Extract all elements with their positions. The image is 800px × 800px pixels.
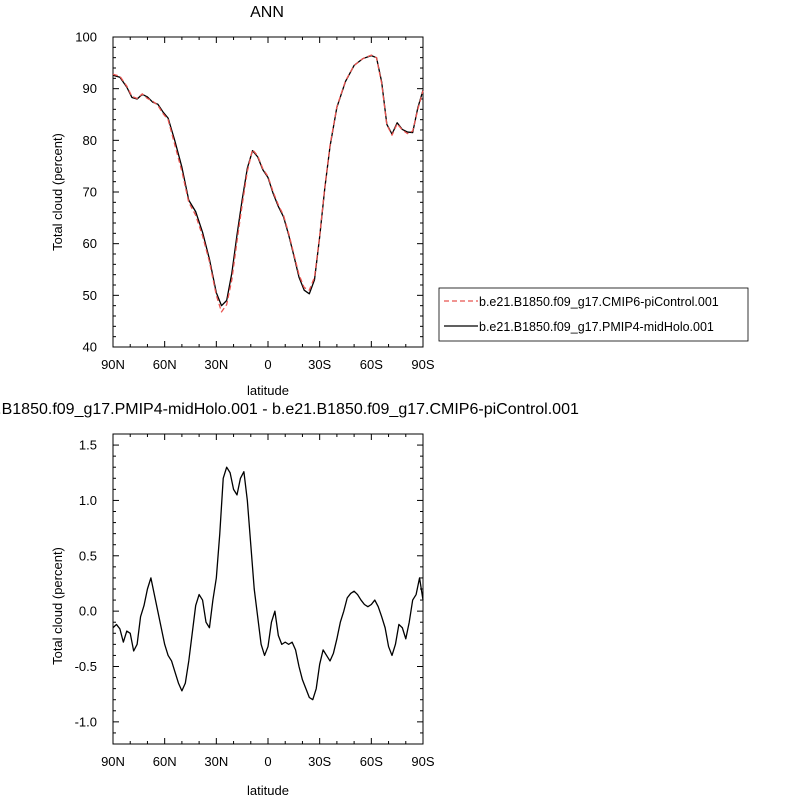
legend-label-midholo: b.e21.B1850.f09_g17.PMIP4-midHolo.001: [479, 320, 714, 334]
top-x-tick-label: 60N: [153, 357, 177, 372]
bottom-y-tick-label: 0.0: [79, 604, 97, 619]
bottom-y-tick-label: 0.5: [79, 548, 97, 563]
bottom-series-line-0: [112, 466, 424, 701]
top-axis-ticks: 90N 60N 30N 0 30S 60S 90S 40 50 60 70 80 90 100: [75, 30, 435, 373]
top-y-tick-label: 50: [83, 288, 97, 303]
bottom-x-tick-label: 60S: [360, 754, 383, 769]
bottom-x-tick-label: 0: [264, 754, 271, 769]
top-y-tick-label: 90: [83, 81, 97, 96]
bottom-x-tick-label: 90S: [411, 754, 434, 769]
top-series-line-1: [112, 54, 424, 307]
top-x-tick-label: 90N: [101, 357, 125, 372]
legend-box: [438, 287, 749, 342]
top-y-tick-label: 80: [83, 133, 97, 148]
bottom-x-axis-label: latitude: [247, 783, 289, 798]
bottom-y-tick-label: -1.0: [75, 714, 97, 729]
top-panel: ANN 90N 60N 30N 0 30S 60S 90S 40 50 60 70 80 90 100 l…: [50, 4, 435, 398]
bottom-y-axis-label: Total cloud (percent): [50, 547, 65, 665]
bottom-x-tick-label: 30S: [308, 754, 331, 769]
top-series-line-0: [112, 54, 424, 313]
top-x-tick-label: 30S: [308, 357, 331, 372]
legend-label-picontrol: b.e21.B1850.f09_g17.CMIP6-piControl.001: [479, 295, 719, 309]
bottom-panel-title: b.e21.B1850.f09_g17.PMIP4-midHolo.001 - …: [0, 401, 579, 418]
top-panel-title: ANN: [250, 4, 284, 21]
bottom-y-tick-label: 1.0: [79, 493, 97, 508]
top-x-tick-label: 0: [264, 357, 271, 372]
top-x-tick-label: 30N: [204, 357, 228, 372]
top-y-tick-label: 100: [75, 30, 97, 45]
top-y-axis-label: Total cloud (percent): [50, 133, 65, 251]
top-x-tick-label: 90S: [411, 357, 434, 372]
top-y-tick-label: 40: [83, 340, 97, 355]
top-y-tick-label: 60: [83, 236, 97, 251]
top-plot-frame: [112, 36, 424, 348]
bottom-series-lines: [112, 466, 424, 701]
top-series-lines: [112, 54, 424, 313]
legend: b.e21.B1850.f09_g17.CMIP6-piControl.001 …: [438, 287, 749, 342]
top-x-axis-label: latitude: [247, 383, 289, 398]
bottom-plot-frame: [112, 433, 424, 745]
bottom-y-tick-label: -0.5: [75, 659, 97, 674]
bottom-x-tick-label: 30N: [204, 754, 228, 769]
top-x-tick-label: 60S: [360, 357, 383, 372]
bottom-panel: b.e21.B1850.f09_g17.PMIP4-midHolo.001 - …: [0, 401, 579, 798]
bottom-x-tick-label: 60N: [153, 754, 177, 769]
bottom-axis-ticks: 90N 60N 30N 0 30S 60S 90S -1.0 -0.5 0.0 0.5 1.0 1.5: [75, 433, 435, 769]
top-y-tick-label: 70: [83, 185, 97, 200]
bottom-x-tick-label: 90N: [101, 754, 125, 769]
bottom-y-tick-label: 1.5: [79, 438, 97, 453]
